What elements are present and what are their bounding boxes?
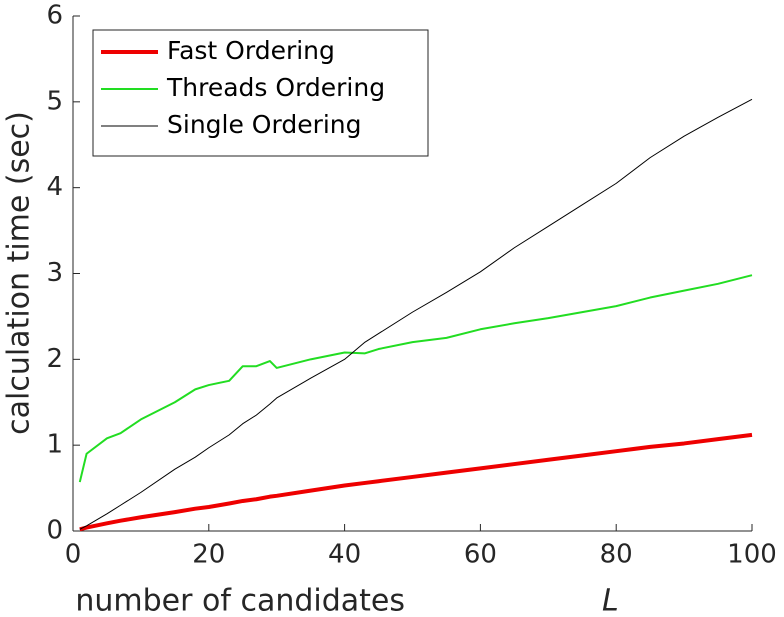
y-tick-label: 4	[46, 172, 63, 202]
x-tick-label: 100	[727, 540, 777, 570]
legend-label: Threads Ordering	[166, 73, 385, 102]
x-axis-label: number of candidates	[75, 584, 405, 617]
x-tick-label: 0	[65, 540, 82, 570]
y-tick-label: 1	[46, 430, 63, 460]
y-tick-label: 0	[46, 516, 63, 546]
x-tick-label: 80	[600, 540, 633, 570]
y-axis-label: calculation time (sec)	[2, 111, 37, 435]
y-tick-label: 6	[46, 1, 63, 31]
x-tick-label: 20	[192, 540, 225, 570]
legend-label: Fast Ordering	[167, 36, 335, 65]
series-line	[79, 98, 753, 530]
series-line	[79, 432, 753, 532]
x-tick-label: 40	[328, 540, 361, 570]
x-tick-label: 60	[464, 540, 497, 570]
series-line	[78, 274, 753, 483]
y-tick-label: 2	[46, 344, 63, 374]
legend-label: Single Ordering	[167, 110, 362, 139]
y-tick-label: 3	[46, 258, 63, 288]
x-axis-symbol: L	[602, 584, 619, 617]
y-tick-label: 5	[46, 86, 63, 116]
